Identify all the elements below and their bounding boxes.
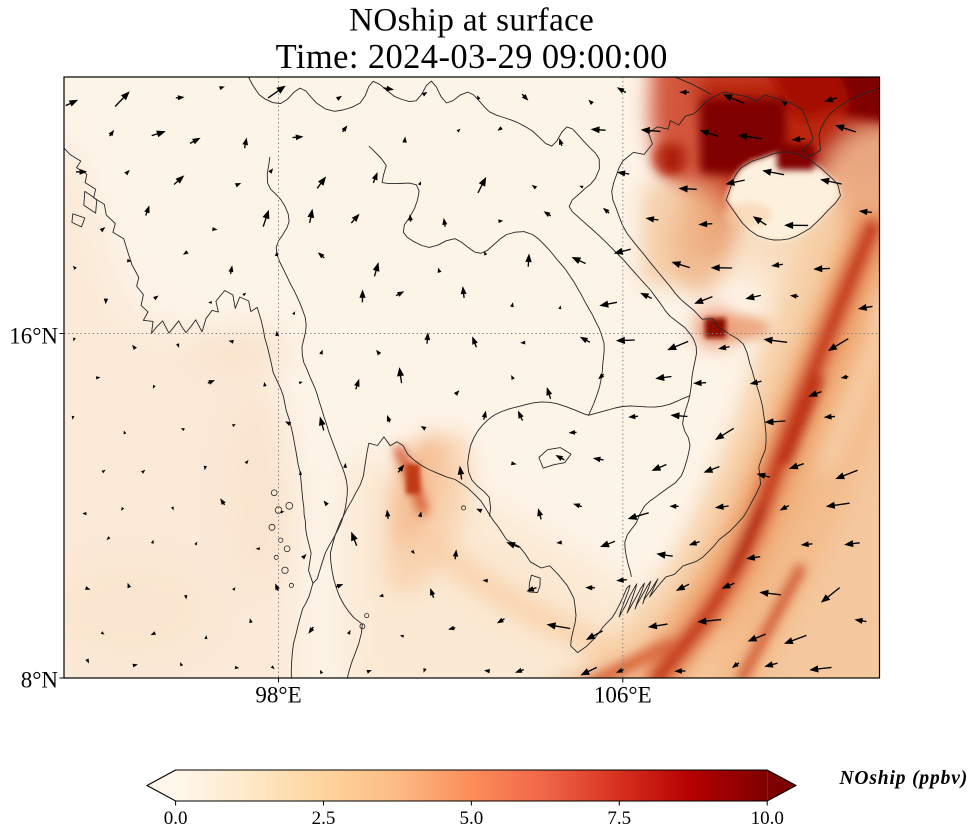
svg-text:NOship (ppbv): NOship (ppbv) — [839, 768, 969, 789]
svg-text:7.5: 7.5 — [607, 808, 631, 829]
svg-text:98°E: 98°E — [255, 683, 301, 708]
svg-text:8°N: 8°N — [21, 668, 59, 693]
svg-text:2.5: 2.5 — [312, 808, 336, 829]
svg-text:5.0: 5.0 — [460, 808, 484, 829]
svg-text:106°E: 106°E — [594, 683, 652, 708]
svg-text:NOship at surface: NOship at surface — [349, 3, 594, 39]
svg-text:16°N: 16°N — [9, 324, 58, 349]
svg-text:0.0: 0.0 — [164, 808, 188, 829]
svg-text:Time: 2024-03-29 09:00:00: Time: 2024-03-29 09:00:00 — [276, 38, 668, 76]
svg-text:10.0: 10.0 — [751, 808, 784, 829]
